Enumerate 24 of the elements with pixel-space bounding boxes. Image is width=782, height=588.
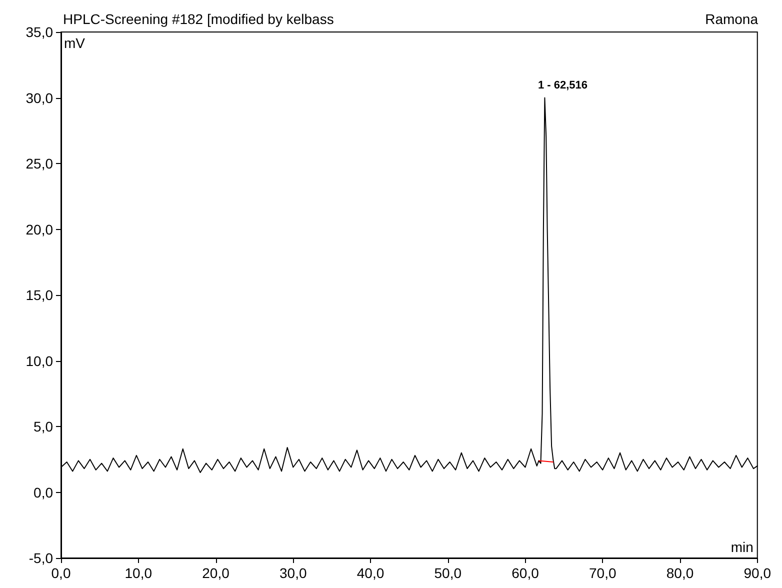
y-tick-label: 5,0 <box>34 418 54 434</box>
y-tick-label: 35,0 <box>26 24 54 40</box>
x-tick-label: 80,0 <box>666 565 694 581</box>
x-tick-label: 70,0 <box>589 565 616 581</box>
y-tick-label: 25,0 <box>26 156 54 172</box>
y-tick-label: -5,0 <box>28 550 54 566</box>
x-tick-label: 30,0 <box>280 565 307 581</box>
y-tick-label: 30,0 <box>26 90 54 106</box>
text: Ramona <box>705 11 758 27</box>
x-tick-label: 10,0 <box>124 565 152 581</box>
annotation: 1 - 62,516 <box>538 79 588 92</box>
x-tick-label: 50,0 <box>434 565 462 581</box>
y-tick-label: 15,0 <box>26 287 54 303</box>
y-axis-title: mV <box>64 35 86 51</box>
x-tick-label: 0,0 <box>51 565 71 581</box>
x-tick-label: 40,0 <box>356 565 384 581</box>
x-tick-label: 90,0 <box>744 565 772 581</box>
chart-title: HPLC-Screening #182 [modified by kelbass <box>63 11 334 27</box>
y-tick-label: 20,0 <box>26 221 54 238</box>
x-tick-label: 20,0 <box>202 565 230 581</box>
y-tick-label: 0,0 <box>34 484 54 500</box>
x-axis-title: min <box>730 539 754 555</box>
x-tick-label: 60,0 <box>512 565 540 581</box>
y-tick-label: 10,0 <box>26 352 54 369</box>
